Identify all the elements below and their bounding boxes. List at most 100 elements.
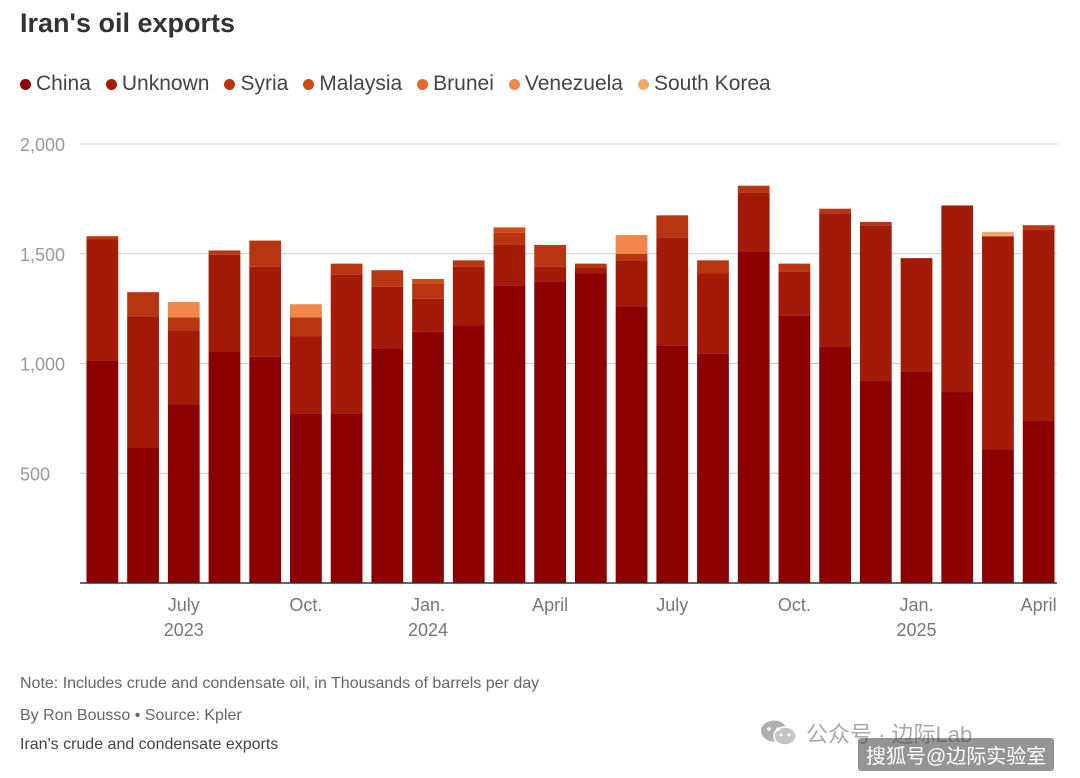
bar-segment bbox=[574, 263, 607, 269]
x-tick-label: Oct. bbox=[778, 595, 811, 615]
bar-segment bbox=[778, 315, 811, 583]
x-tick-label: July bbox=[656, 595, 688, 615]
bar-segment bbox=[859, 381, 892, 583]
x-tick-label: April bbox=[532, 595, 568, 615]
bar-segment bbox=[982, 236, 1014, 450]
legend-item: Syria bbox=[224, 72, 288, 96]
bar-segment bbox=[330, 413, 363, 583]
chart-byline: By Ron Bousso • Source: Kpler bbox=[20, 707, 242, 724]
bar-segment bbox=[167, 404, 200, 583]
bar-segment bbox=[371, 286, 404, 349]
bar-segment bbox=[330, 263, 363, 275]
legend-item: Venezuela bbox=[508, 72, 623, 96]
legend-item: Brunei bbox=[417, 72, 494, 96]
bar-segment bbox=[737, 185, 770, 193]
legend-label: South Korea bbox=[653, 72, 771, 95]
bar-segment bbox=[167, 317, 200, 331]
x-tick-label: April bbox=[1021, 595, 1057, 615]
x-tick-label: Jan. bbox=[411, 595, 445, 615]
chart-subtitle: Iran's crude and condensate exports bbox=[20, 736, 279, 753]
bar-segment bbox=[493, 232, 526, 245]
bar-segment bbox=[290, 336, 322, 414]
bar-segment bbox=[859, 221, 892, 226]
bar-segment bbox=[330, 274, 363, 414]
chart-title: Iran's oil exports bbox=[20, 8, 235, 38]
bar-segment bbox=[697, 260, 729, 274]
bar-segment bbox=[778, 263, 811, 272]
bar-segment bbox=[452, 325, 485, 583]
bar-segment bbox=[615, 260, 648, 307]
legend-swatch bbox=[508, 78, 520, 90]
bar-segment bbox=[412, 331, 444, 583]
y-tick-label: 1,000 bbox=[20, 355, 65, 375]
bar-segment bbox=[982, 449, 1014, 583]
bar-segment bbox=[941, 392, 974, 583]
bar-segment bbox=[127, 316, 159, 449]
bar-segment bbox=[615, 306, 648, 583]
y-tick-label: 1,500 bbox=[20, 245, 65, 265]
bar-segment bbox=[208, 254, 241, 352]
bar-segment bbox=[900, 371, 933, 583]
bar-segment bbox=[412, 278, 444, 284]
bar-segment bbox=[86, 239, 119, 361]
bar-segment bbox=[290, 413, 322, 583]
legend-item: China bbox=[20, 72, 91, 96]
bar-segment bbox=[697, 353, 729, 583]
x-tick-year: 2023 bbox=[164, 620, 204, 640]
bar-segment bbox=[534, 266, 567, 282]
chart-legend: China Unknown Syria Malaysia Brunei Venezuela… bbox=[20, 72, 786, 96]
x-tick-year: 2024 bbox=[408, 620, 448, 640]
legend-swatch bbox=[303, 78, 315, 90]
x-tick-label: Oct. bbox=[289, 595, 322, 615]
bar-segment bbox=[86, 360, 119, 583]
bar-segment bbox=[167, 330, 200, 405]
bar-segment bbox=[208, 351, 241, 583]
legend-item: Unknown bbox=[105, 72, 210, 96]
bar-segment bbox=[127, 448, 159, 583]
bar-segment bbox=[697, 273, 729, 354]
bar-segment bbox=[859, 225, 892, 382]
stacked-bar-chart: 500 1,000 1,500 2,000 July 2023 Oct. Jan. 2024 Ap… bbox=[20, 135, 1057, 640]
bar-segment bbox=[982, 231, 1014, 237]
bar-segment bbox=[819, 208, 851, 214]
bar-segment bbox=[574, 273, 607, 583]
legend-label: Malaysia bbox=[319, 72, 403, 95]
bar-segment bbox=[167, 302, 200, 318]
bar-segment bbox=[941, 205, 974, 393]
bar-segment bbox=[615, 253, 648, 261]
bar-segment bbox=[574, 268, 607, 274]
legend-swatch bbox=[105, 78, 117, 90]
x-tick-label: Jan. bbox=[900, 595, 934, 615]
bar-segment bbox=[493, 244, 526, 286]
bar-segment bbox=[819, 347, 851, 583]
legend-label: Syria bbox=[240, 72, 289, 95]
watermark-text-2: 搜狐号@边际实验室 bbox=[858, 738, 1055, 771]
bar-segment bbox=[208, 250, 241, 255]
bar-segment bbox=[249, 356, 282, 583]
bar-segment bbox=[656, 345, 689, 583]
bar-segment bbox=[1022, 229, 1055, 421]
bar-segment bbox=[412, 298, 444, 332]
bar-segment bbox=[371, 348, 404, 583]
chart-note: Note: Includes crude and condensate oil,… bbox=[20, 675, 540, 692]
bar-segment bbox=[778, 271, 811, 316]
bar-segment bbox=[127, 292, 159, 317]
bar-segment bbox=[1022, 420, 1055, 583]
legend-label: Unknown bbox=[121, 72, 210, 95]
y-tick-label: 2,000 bbox=[20, 135, 65, 155]
bar-segment bbox=[534, 281, 567, 583]
bar-segment bbox=[656, 215, 689, 238]
bar-segment bbox=[900, 258, 933, 372]
legend-label: Venezuela bbox=[524, 72, 623, 95]
bar-segment bbox=[737, 251, 770, 583]
bar-segment bbox=[493, 285, 526, 583]
legend-item: South Korea bbox=[637, 72, 771, 96]
bar-segment bbox=[1022, 225, 1055, 230]
x-tick-label: July bbox=[168, 595, 200, 615]
bar-segment bbox=[493, 227, 526, 233]
x-tick-year: 2025 bbox=[896, 620, 936, 640]
legend-swatch bbox=[637, 78, 649, 90]
bar-segment bbox=[819, 213, 851, 348]
bar-segment bbox=[737, 192, 770, 252]
legend-label: China bbox=[36, 72, 91, 95]
